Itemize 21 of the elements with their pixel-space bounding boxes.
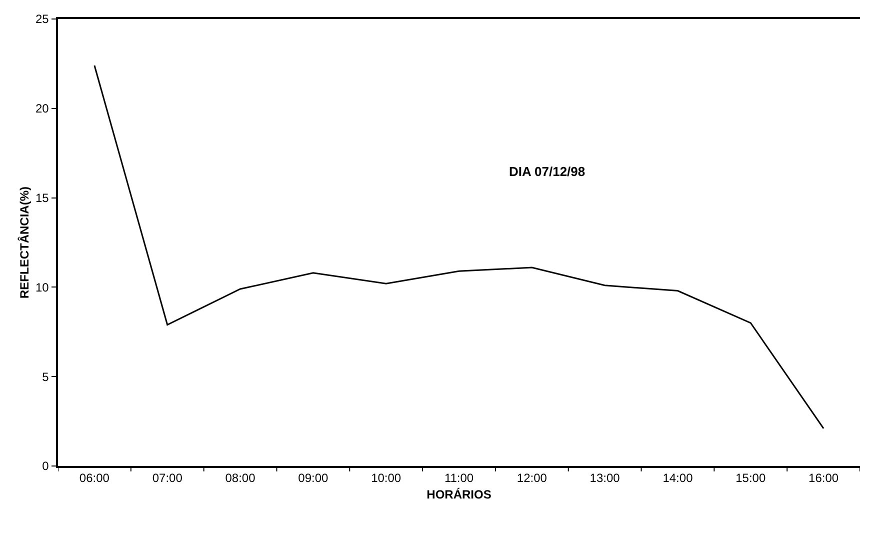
line-series xyxy=(94,64,824,430)
x-tick-label: 12:00 xyxy=(516,471,548,486)
x-tick-label: 10:00 xyxy=(371,471,402,486)
x-tick-label: 15:00 xyxy=(736,471,766,486)
y-tick-label: 25 xyxy=(35,12,50,26)
x-tick-label: 06:00 xyxy=(79,471,110,486)
x-tick-label: 14:00 xyxy=(662,471,694,486)
annotation: DIA 07/12/98 xyxy=(509,164,586,179)
x-axis-title: HORÁRIOS xyxy=(426,488,492,502)
x-tick-label: 07:00 xyxy=(152,471,183,486)
y-tick-label: 5 xyxy=(42,370,50,384)
y-tick-label: 10 xyxy=(35,280,50,294)
x-tick-label: 08:00 xyxy=(225,471,256,486)
x-tick-label: 13:00 xyxy=(590,471,620,486)
x-tick-label: 11:00 xyxy=(444,471,474,486)
y-axis-title: REFLECTÂNCIA(%) xyxy=(17,186,32,298)
y-tick-label: 15 xyxy=(35,191,50,205)
x-tick-label: 09:00 xyxy=(298,471,329,486)
y-tick-label: 0 xyxy=(42,459,50,474)
y-tick-label: 20 xyxy=(35,102,50,116)
x-tick-label: 16:00 xyxy=(808,471,839,486)
